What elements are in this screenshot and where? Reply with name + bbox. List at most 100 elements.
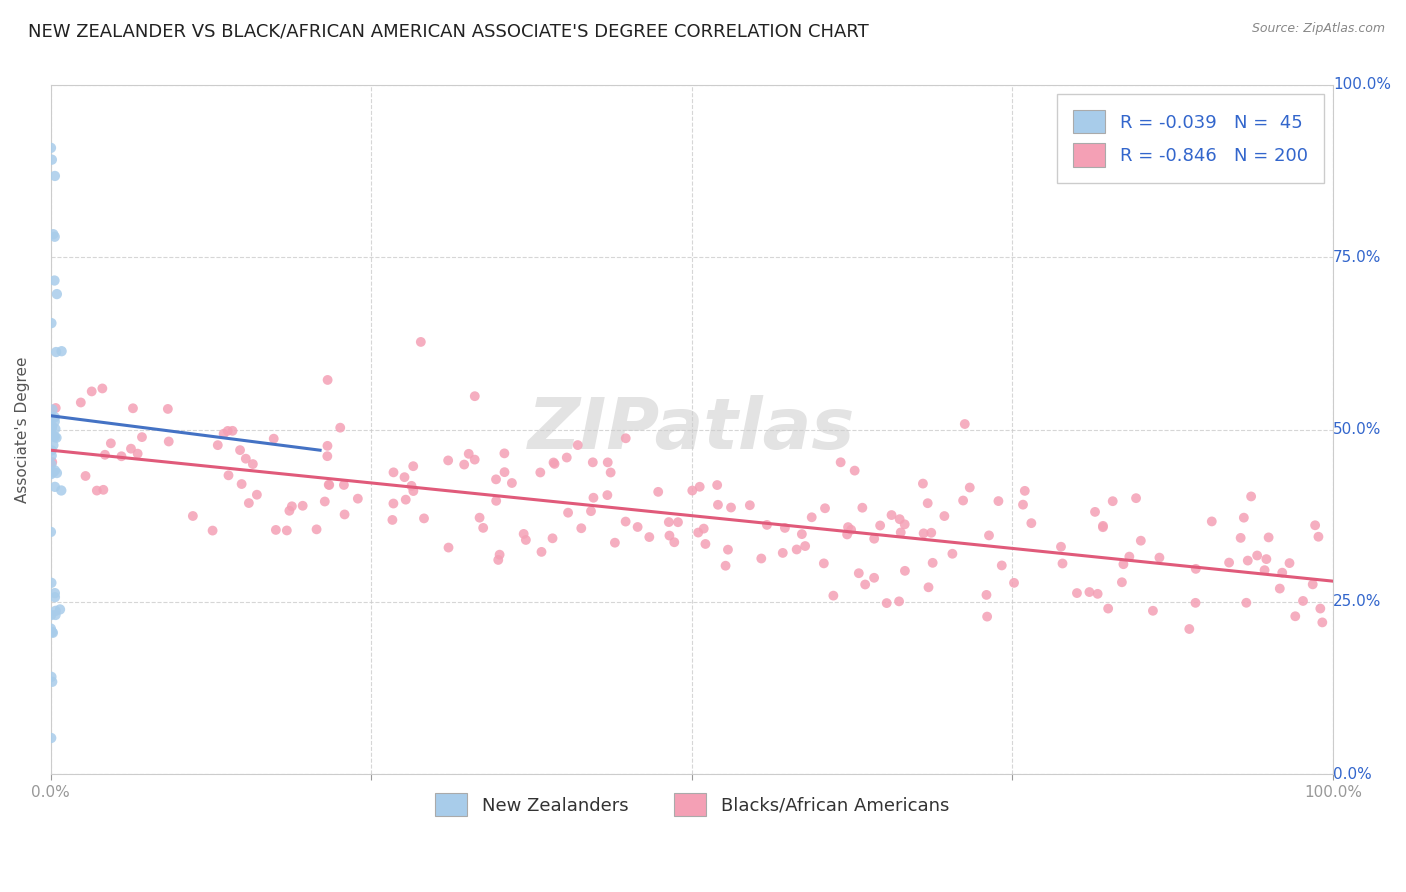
Point bbox=[41, 421, 63, 435]
Point bbox=[596, 488, 619, 502]
Point bbox=[238, 496, 260, 510]
Point bbox=[706, 478, 728, 492]
Point bbox=[41, 670, 63, 684]
Text: ZIPatlas: ZIPatlas bbox=[529, 395, 856, 464]
Point bbox=[488, 548, 510, 562]
Point bbox=[44, 586, 66, 600]
Point bbox=[41, 575, 63, 590]
Point bbox=[181, 508, 204, 523]
Point bbox=[207, 438, 229, 452]
Point bbox=[1256, 552, 1278, 566]
Point bbox=[920, 525, 942, 540]
Point bbox=[413, 511, 436, 525]
Point bbox=[1129, 533, 1152, 548]
Point bbox=[664, 535, 686, 549]
Point bbox=[614, 515, 637, 529]
Point bbox=[69, 395, 91, 409]
Point bbox=[1097, 601, 1119, 615]
Point bbox=[541, 531, 564, 545]
Point bbox=[1233, 510, 1256, 524]
Point bbox=[1201, 515, 1223, 529]
Point bbox=[666, 515, 689, 529]
Point bbox=[127, 447, 149, 461]
Point bbox=[316, 373, 339, 387]
Point bbox=[555, 450, 578, 465]
Point bbox=[381, 513, 404, 527]
Point bbox=[658, 528, 681, 542]
Point bbox=[893, 517, 915, 532]
Point bbox=[402, 483, 425, 498]
Point bbox=[242, 457, 264, 471]
Point bbox=[437, 541, 460, 555]
Point bbox=[1278, 556, 1301, 570]
Point bbox=[41, 458, 63, 472]
Point bbox=[318, 477, 340, 491]
Point bbox=[51, 344, 73, 359]
Point bbox=[1253, 563, 1275, 577]
Point bbox=[579, 504, 602, 518]
Point bbox=[814, 501, 837, 516]
Point bbox=[658, 515, 681, 529]
Point bbox=[41, 455, 63, 469]
Point bbox=[1050, 540, 1073, 554]
Point bbox=[235, 451, 257, 466]
Point bbox=[1292, 594, 1315, 608]
Point bbox=[41, 402, 63, 417]
Point bbox=[1111, 575, 1133, 590]
Point bbox=[264, 523, 287, 537]
Point bbox=[911, 476, 934, 491]
Point bbox=[51, 483, 73, 498]
Point bbox=[582, 455, 605, 469]
Point bbox=[39, 731, 62, 745]
Point bbox=[839, 523, 862, 537]
Point bbox=[1271, 566, 1294, 580]
Point bbox=[212, 426, 235, 441]
Point bbox=[1246, 549, 1268, 563]
Point bbox=[794, 539, 817, 553]
Point bbox=[42, 466, 65, 480]
Point bbox=[790, 527, 813, 541]
Point bbox=[800, 510, 823, 524]
Point bbox=[853, 577, 876, 591]
Point bbox=[221, 424, 243, 438]
Point bbox=[122, 401, 145, 416]
Point bbox=[717, 542, 740, 557]
Point bbox=[772, 546, 794, 560]
Point bbox=[603, 535, 626, 549]
Point bbox=[485, 493, 508, 508]
Point bbox=[990, 558, 1012, 573]
Point bbox=[863, 571, 886, 585]
Point bbox=[217, 424, 239, 438]
Point bbox=[917, 496, 939, 510]
Point bbox=[157, 434, 180, 449]
Point bbox=[44, 463, 66, 477]
Point bbox=[1092, 519, 1115, 533]
Point bbox=[201, 524, 224, 538]
Point bbox=[543, 457, 565, 471]
Point bbox=[231, 477, 253, 491]
Point bbox=[453, 458, 475, 472]
Point bbox=[1091, 520, 1114, 534]
Point bbox=[695, 537, 717, 551]
Point bbox=[749, 551, 772, 566]
Point bbox=[681, 483, 703, 498]
Point bbox=[316, 439, 339, 453]
Point bbox=[41, 624, 63, 639]
Point bbox=[494, 446, 516, 460]
Point bbox=[464, 389, 486, 403]
Point bbox=[941, 547, 963, 561]
Point bbox=[120, 442, 142, 456]
Point bbox=[246, 488, 269, 502]
Y-axis label: Associate's Degree: Associate's Degree bbox=[15, 356, 30, 503]
Text: Source: ZipAtlas.com: Source: ZipAtlas.com bbox=[1251, 22, 1385, 36]
Point bbox=[44, 430, 66, 444]
Point bbox=[333, 478, 356, 492]
Point bbox=[291, 499, 314, 513]
Point bbox=[848, 566, 870, 581]
Point bbox=[42, 625, 65, 640]
Point bbox=[486, 553, 509, 567]
Point bbox=[543, 455, 565, 469]
Point bbox=[934, 509, 956, 524]
Point bbox=[837, 520, 859, 534]
Point bbox=[830, 455, 852, 469]
